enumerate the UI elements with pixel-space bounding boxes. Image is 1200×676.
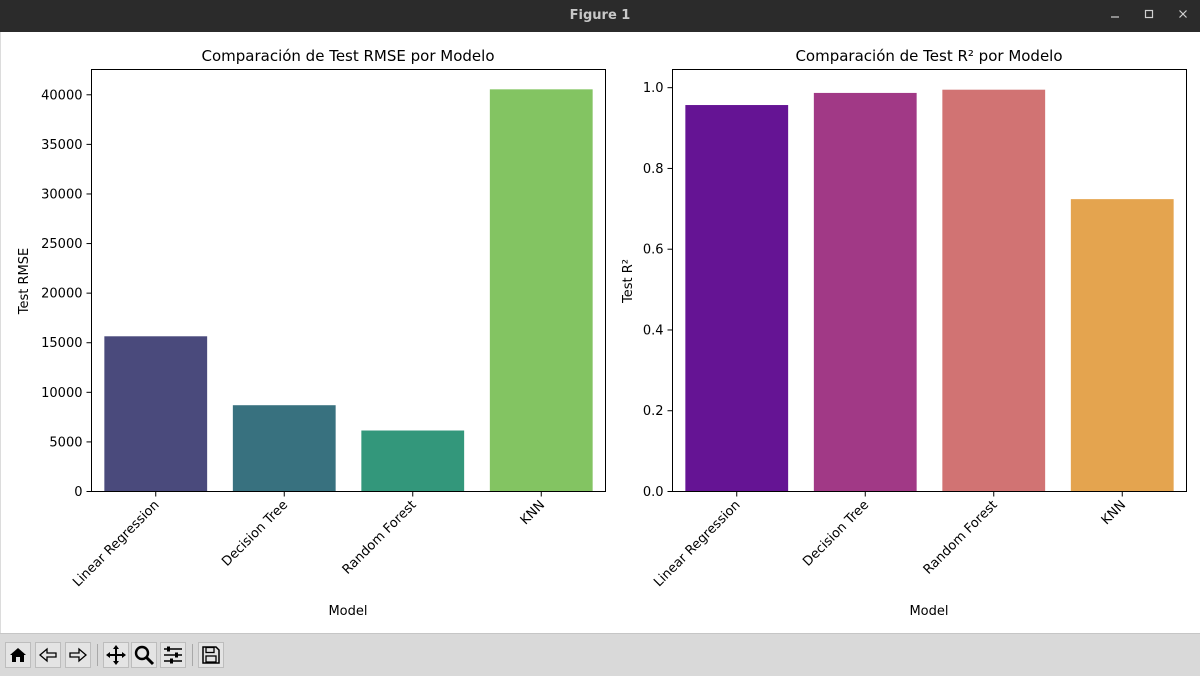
back-icon — [39, 647, 57, 663]
rmse-y-tick-label: 5000 — [49, 435, 82, 450]
rmse-x-axis-label: Model — [328, 604, 367, 619]
r2-x-tick-label: KNN — [1099, 498, 1129, 528]
title-bar: Figure 1 — [0, 0, 1200, 32]
save-button[interactable] — [198, 642, 224, 668]
home-button[interactable] — [5, 642, 31, 668]
rmse-x-tick-label: Random Forest — [340, 498, 420, 578]
configure-subplots-icon — [164, 646, 182, 664]
pan-button[interactable] — [103, 642, 129, 668]
r2-y-tick-label: 0.0 — [643, 485, 664, 500]
maximize-button[interactable] — [1138, 6, 1160, 26]
r2-bars — [685, 89, 1174, 492]
r2-y-tick-label: 0.6 — [643, 243, 664, 258]
r2-chart: Comparación de Test R² por Modelo 0.0 0.2… — [621, 47, 1187, 619]
pan-icon — [106, 645, 126, 665]
toolbar-separator — [97, 644, 98, 666]
r2-bar — [942, 89, 1046, 492]
rmse-y-tick-label: 35000 — [41, 138, 82, 153]
rmse-bar — [489, 89, 593, 492]
save-icon — [202, 646, 220, 664]
back-button[interactable] — [35, 642, 61, 668]
toolbar-separator — [192, 644, 193, 666]
rmse-x-tick-label: KNN — [518, 498, 548, 528]
r2-chart-title: Comparación de Test R² por Modelo — [795, 47, 1062, 65]
rmse-y-tick-label: 25000 — [41, 237, 82, 252]
home-icon — [10, 648, 26, 662]
r2-x-tick-label: Linear Regression — [651, 498, 743, 590]
r2-x-axis: Linear Regression Decision Tree Random For… — [651, 491, 1129, 590]
r2-y-tick-label: 1.0 — [643, 81, 664, 96]
navigation-toolbar — [0, 633, 1200, 676]
r2-bar — [685, 105, 789, 492]
forward-button[interactable] — [65, 642, 91, 668]
rmse-y-tick-label: 0 — [74, 485, 82, 500]
rmse-x-tick-label: Linear Regression — [70, 498, 162, 590]
r2-y-tick-label: 0.2 — [643, 404, 664, 419]
rmse-y-tick-label: 15000 — [41, 336, 82, 351]
r2-x-axis-label: Model — [909, 604, 948, 619]
rmse-y-tick-label: 20000 — [41, 287, 82, 302]
window-title: Figure 1 — [569, 8, 631, 23]
r2-x-tick-label: Random Forest — [921, 498, 1001, 578]
rmse-bar — [361, 430, 465, 492]
r2-axes-frame — [672, 69, 1187, 492]
rmse-y-tick-label: 10000 — [41, 386, 82, 401]
r2-x-tick-label: Decision Tree — [800, 498, 872, 570]
r2-y-tick-label: 0.4 — [643, 323, 664, 338]
close-button[interactable] — [1172, 6, 1194, 26]
zoom-button[interactable] — [131, 642, 157, 668]
rmse-x-tick-label: Decision Tree — [219, 498, 291, 570]
r2-bar — [813, 92, 917, 492]
rmse-y-tick-label: 40000 — [41, 88, 82, 103]
rmse-y-axis: 0 5000 10000 15000 20000 25000 30000 35000 40000 — [41, 88, 92, 500]
forward-icon — [69, 647, 87, 663]
rmse-axes-frame — [91, 69, 606, 492]
rmse-x-axis: Linear Regression Decision Tree Random For… — [70, 491, 548, 590]
r2-y-axis: 0.0 0.2 0.4 0.6 0.8 1.0 — [643, 81, 673, 500]
rmse-bars — [104, 89, 593, 492]
configure-subplots-button[interactable] — [160, 642, 186, 668]
close-icon — [1179, 10, 1187, 18]
charts-svg: Comparación de Test RMSE por Modelo 0 500… — [17, 47, 1187, 619]
figure-canvas[interactable]: Comparación de Test RMSE por Modelo 0 500… — [0, 32, 1200, 633]
minimize-button[interactable] — [1104, 6, 1126, 26]
rmse-bar — [232, 405, 336, 492]
rmse-y-axis-label: Test RMSE — [17, 248, 32, 315]
r2-y-tick-label: 0.8 — [643, 162, 664, 177]
rmse-y-tick-label: 30000 — [41, 187, 82, 202]
r2-y-axis-label: Test R² — [621, 259, 636, 304]
maximize-icon — [1144, 9, 1154, 19]
zoom-icon — [134, 645, 155, 666]
minimize-icon — [1111, 16, 1119, 18]
rmse-chart-title: Comparación de Test RMSE por Modelo — [201, 47, 494, 65]
rmse-bar — [104, 336, 208, 492]
rmse-chart: Comparación de Test RMSE por Modelo 0 500… — [17, 47, 606, 619]
r2-bar — [1070, 199, 1174, 492]
